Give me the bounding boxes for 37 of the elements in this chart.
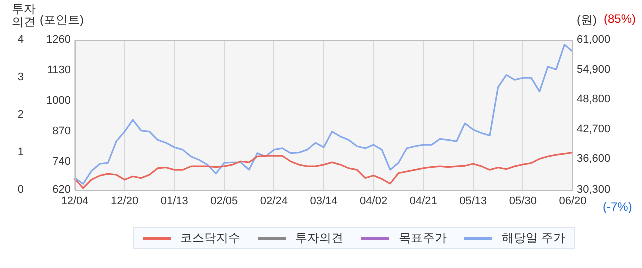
y3-axis-title: 투자의견 [12, 2, 37, 29]
y2-tick-label: 30,300 [577, 184, 611, 196]
y-tick-label: 620 [52, 184, 71, 196]
y2-tick-label: 42,700 [577, 123, 611, 136]
x-tick-label: 05/30 [509, 196, 537, 208]
y-tick-label: 1130 [47, 64, 71, 76]
text: (-7%) [603, 200, 632, 214]
y3-tick-label: 4 [18, 34, 24, 46]
y-tick-label: 870 [52, 125, 71, 138]
x-tick-label: 04/02 [360, 196, 388, 208]
x-tick-label: 12/04 [61, 196, 89, 208]
y2-tick-label: 48,800 [577, 94, 611, 106]
x-tick-label: 02/05 [210, 196, 238, 208]
x-tick-label: 05/13 [460, 196, 488, 208]
legend-label: 해당일 주가 [502, 230, 566, 246]
legend-label: 코스닥지수 [180, 230, 241, 246]
x-tick-label: 04/21 [410, 196, 438, 208]
y2-tick-label: 36,600 [577, 153, 611, 166]
x-tick-label: 03/14 [310, 196, 338, 208]
y-axis-title: (포인트) [40, 12, 84, 29]
text: (85%) [604, 12, 636, 26]
y3-tick-label: 2 [18, 109, 24, 122]
x-tick-label: 01/13 [160, 196, 188, 208]
x-tick-label: 06/20 [559, 196, 587, 208]
y2-axis-title: (원) [577, 12, 597, 29]
y2-tick-label: 61,000 [577, 34, 611, 46]
x-tick-label: 12/20 [111, 196, 139, 208]
y-tick-label: 1000 [46, 94, 71, 107]
y2-tick-label: 54,900 [577, 64, 611, 76]
y3-tick-label: 3 [18, 72, 24, 84]
y-tick-label: 740 [52, 156, 71, 168]
y-tick-label: 1260 [46, 34, 71, 46]
y3-tick-label: 0 [18, 184, 24, 196]
legend-label: 목표주가 [398, 230, 447, 246]
x-tick-label: 02/24 [260, 196, 288, 208]
y3-tick-label: 1 [18, 146, 24, 159]
legend-label: 투자의견 [296, 230, 344, 246]
